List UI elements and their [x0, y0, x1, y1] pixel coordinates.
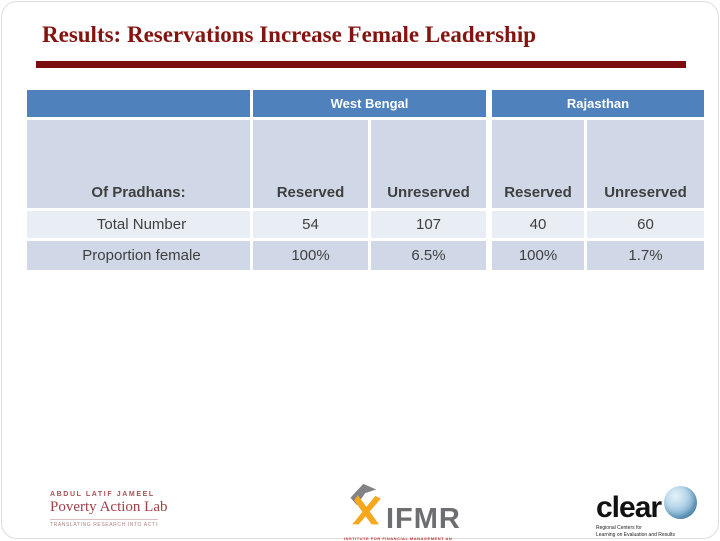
jpal-logo-tagline: TRANSLATING RESEARCH INTO ACTION [50, 519, 158, 528]
clear-logo-name: clear [596, 491, 662, 524]
cell-value: 6.5% [371, 241, 486, 270]
clear-tagline-line1: Regional Centers for [596, 524, 642, 531]
jpal-logo: ABDUL LATIF JAMEEL Poverty Action Lab TR… [50, 491, 200, 528]
jpal-logo-line2: Poverty Action Lab [50, 499, 168, 515]
cell-value: 100% [253, 241, 368, 270]
cell-value: 60 [587, 211, 704, 238]
table-row-total-number: Total Number 54 107 40 60 [27, 211, 704, 238]
row-label: Total Number [27, 211, 250, 238]
ifmr-logo-name: IFMR [386, 503, 461, 535]
ifmr-logo-icon [344, 483, 390, 534]
group-header-rajasthan: Rajasthan [489, 90, 704, 117]
clear-logo: clear Regional Centers for Learning on E… [596, 486, 716, 540]
row-label: Proportion female [27, 241, 250, 270]
cell-value: 107 [371, 211, 486, 238]
col-header-wb-reserved: Reserved [253, 120, 368, 208]
cell-value: 1.7% [587, 241, 704, 270]
table-row-proportion-female: Proportion female 100% 6.5% 100% 1.7% [27, 241, 704, 270]
col-header-wb-unreserved: Unreserved [371, 120, 486, 208]
col-header-raj-unreserved: Unreserved [587, 120, 704, 208]
ifmr-logo: IFMR INSTITUTE FOR FINANCIAL MANAGEMENT … [344, 483, 464, 541]
cell-value: 40 [489, 211, 584, 238]
cell-value: 100% [489, 241, 584, 270]
ifmr-logo-tagline: INSTITUTE FOR FINANCIAL MANAGEMENT AND R… [344, 536, 452, 541]
group-header-west-bengal: West Bengal [253, 90, 486, 117]
clear-tagline-line2: Learning on Evaluation and Results [596, 532, 675, 538]
table-corner-cell [27, 90, 250, 117]
subheader-row-label: Of Pradhans: [27, 120, 250, 208]
slide-title: Results: Reservations Increase Female Le… [42, 22, 537, 47]
table-subheader-row: Of Pradhans: Reserved Unreserved Reserve… [27, 120, 704, 208]
title-underline-bar [36, 61, 686, 68]
results-table-container: West Bengal Rajasthan Of Pradhans: Reser… [24, 87, 707, 273]
globe-icon [664, 486, 698, 519]
jpal-logo-line1: ABDUL LATIF JAMEEL [50, 491, 155, 498]
cell-value: 54 [253, 211, 368, 238]
clear-logo-tagline: Regional Centers for Learning on Evaluat… [596, 525, 716, 540]
col-header-raj-reserved: Reserved [489, 120, 584, 208]
results-table: West Bengal Rajasthan Of Pradhans: Reser… [24, 87, 707, 273]
table-header-row: West Bengal Rajasthan [27, 90, 704, 117]
